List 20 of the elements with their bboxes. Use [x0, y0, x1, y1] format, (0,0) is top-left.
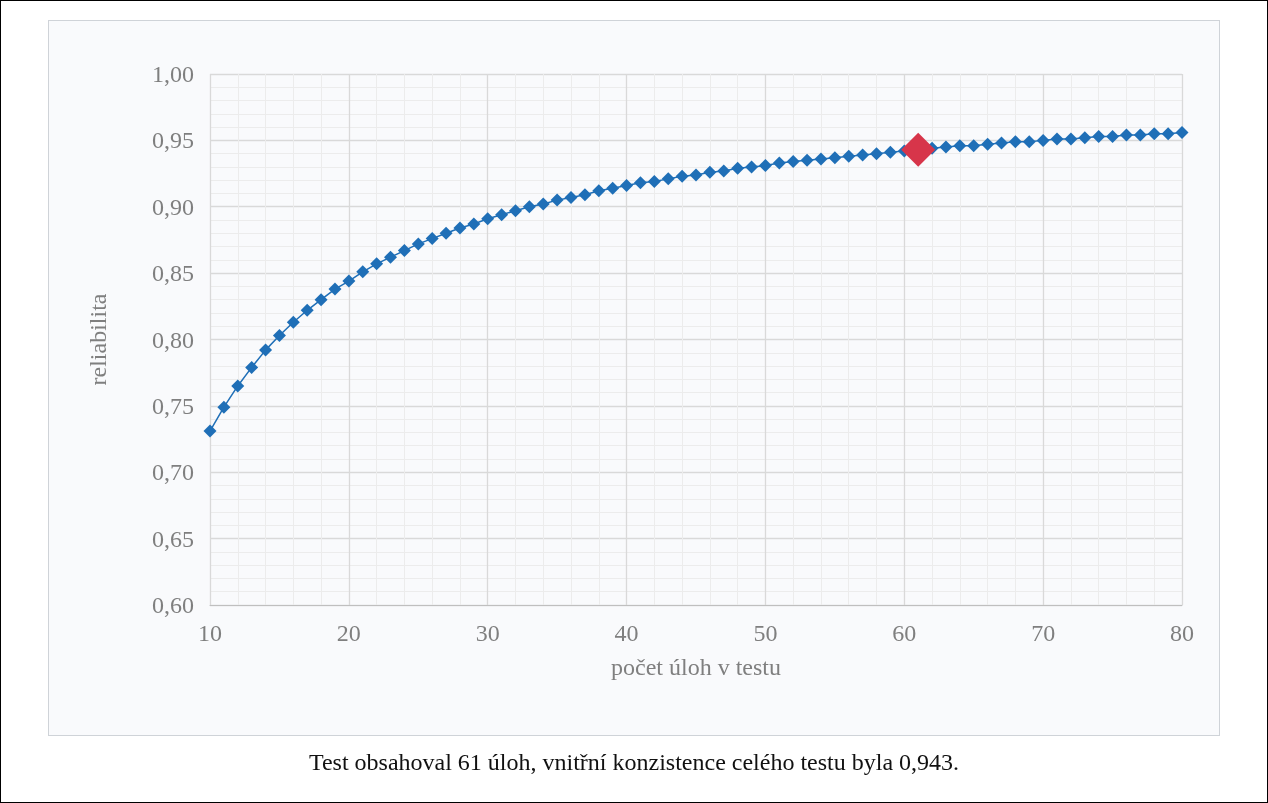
y-tick-label: 0,80: [152, 326, 194, 353]
text: Test obsahoval 61 úloh, vnitřní konzistence celého testu byla 0,943.: [307, 749, 961, 776]
y-tick-label: 0,95: [152, 127, 194, 154]
x-tick-label: 20: [336, 620, 361, 646]
y-tick-label: 0,85: [152, 260, 194, 287]
x-tick-label: 80: [1170, 620, 1194, 646]
y-tick-label: 0,75: [152, 392, 194, 419]
x-tick-label: 50: [753, 620, 778, 646]
x-tick-label: 10: [198, 620, 222, 646]
x-tick-label: 60: [892, 620, 917, 646]
y-tick-label: 0,60: [152, 592, 194, 618]
y-tick-label: 0,70: [152, 459, 194, 486]
x-tick-label: 30: [475, 620, 500, 646]
x-axis-title: počet úloh v testu: [611, 654, 781, 680]
x-tick-label: 70: [1031, 620, 1056, 646]
y-tick-label: 1,00: [152, 61, 194, 87]
x-tick-label: 40: [614, 620, 639, 646]
y-tick-label: 0,90: [152, 193, 194, 220]
y-axis-title: reliabilita: [85, 293, 111, 386]
y-tick-label: 0,65: [152, 525, 194, 552]
